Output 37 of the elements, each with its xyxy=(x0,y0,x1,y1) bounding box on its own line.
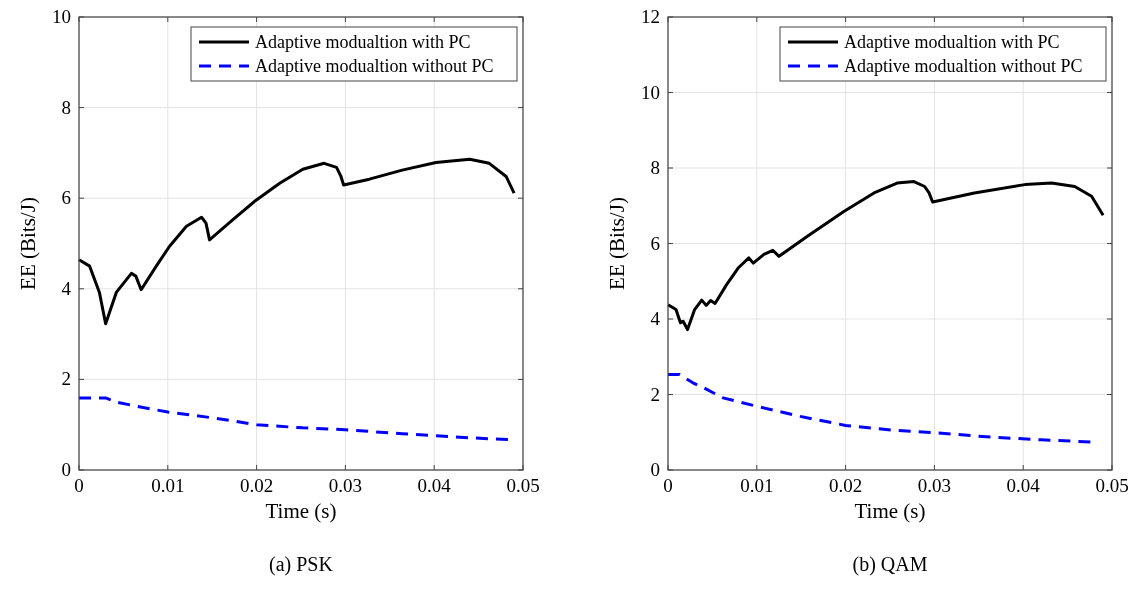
y-tick-label: 10 xyxy=(641,81,660,103)
y-tick-label: 10 xyxy=(52,6,71,27)
x-tick-label: 0.03 xyxy=(328,475,363,496)
text: (a) PSK xyxy=(269,553,334,576)
text: (b) QAM xyxy=(852,553,928,576)
line-series xyxy=(77,157,516,326)
x-tick-label: 0.04 xyxy=(1006,475,1041,496)
y-tick-label: 0 xyxy=(61,459,71,480)
y-tick-label: 6 xyxy=(61,187,71,209)
x-axis-title: Time (s) xyxy=(854,499,926,523)
x-tick-label: 0.02 xyxy=(239,475,274,496)
y-tick-label: 4 xyxy=(650,308,661,329)
x-tick-label: 0.02 xyxy=(828,475,863,496)
legend-label: Adaptive modualtion with PC xyxy=(255,32,471,52)
x-tick-label: 0.04 xyxy=(417,475,452,496)
x-tick-label: 0 xyxy=(663,475,673,496)
legend-label: Adaptive modualtion without PC xyxy=(255,56,494,76)
y-tick-label: 4 xyxy=(61,277,72,299)
y-tick-label: 8 xyxy=(61,96,71,118)
y-tick-label: 2 xyxy=(61,368,71,390)
y-tick-label: 0 xyxy=(650,459,660,480)
x-tick-label: 0.05 xyxy=(506,475,540,496)
y-tick-label: 8 xyxy=(650,157,660,178)
x-tick-label: 0.01 xyxy=(151,475,185,496)
y-tick-label: 2 xyxy=(650,383,660,405)
x-tick-label: 0.05 xyxy=(1095,475,1129,496)
x-tick-label: 0.01 xyxy=(740,475,774,496)
y-tick-label: 6 xyxy=(650,232,660,254)
legend-label: Adaptive modualtion with PC xyxy=(844,32,1060,52)
x-tick-label: 0 xyxy=(74,475,84,496)
x-tick-label: 0.03 xyxy=(917,475,952,496)
y-tick-label: 12 xyxy=(641,6,660,27)
y-axis-title: EE (Bits/J) xyxy=(16,197,40,290)
x-axis-title: Time (s) xyxy=(265,499,337,523)
legend-label: Adaptive modualtion without PC xyxy=(844,56,1083,76)
line-series xyxy=(666,180,1105,332)
y-axis-title: EE (Bits/J) xyxy=(605,197,629,290)
